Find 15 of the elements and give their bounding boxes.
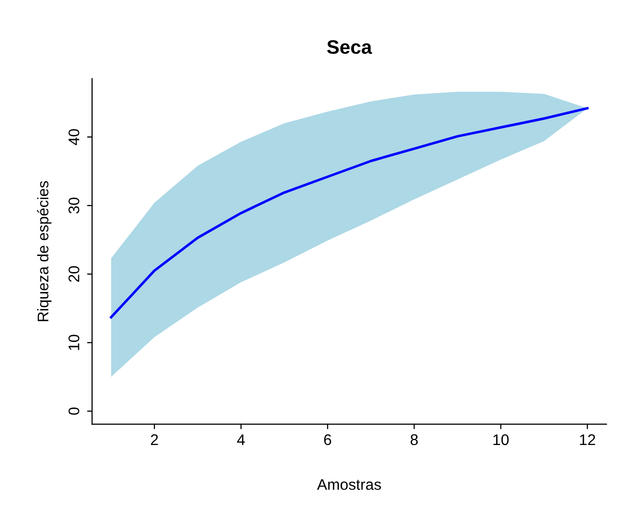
y-tick-label: 30 bbox=[68, 198, 80, 214]
x-tick-label: 10 bbox=[493, 434, 509, 446]
x-axis-title: Amostras bbox=[317, 479, 381, 490]
chart-title: Seca bbox=[327, 40, 372, 54]
y-tick-label: 40 bbox=[68, 129, 80, 146]
y-tick-label: 0 bbox=[68, 408, 80, 415]
x-tick-label: 4 bbox=[237, 434, 245, 445]
line-series bbox=[110, 106, 589, 319]
x-tick-label: 8 bbox=[410, 434, 418, 446]
x-tick-label: 12 bbox=[580, 434, 596, 445]
x-tick-label: 2 bbox=[150, 434, 158, 445]
y-axis-title: Riqueza de espécies bbox=[37, 181, 52, 322]
y-tick-label: 20 bbox=[68, 266, 80, 282]
y-tick-label: 10 bbox=[68, 334, 80, 350]
x-tick-label: 6 bbox=[324, 434, 332, 446]
